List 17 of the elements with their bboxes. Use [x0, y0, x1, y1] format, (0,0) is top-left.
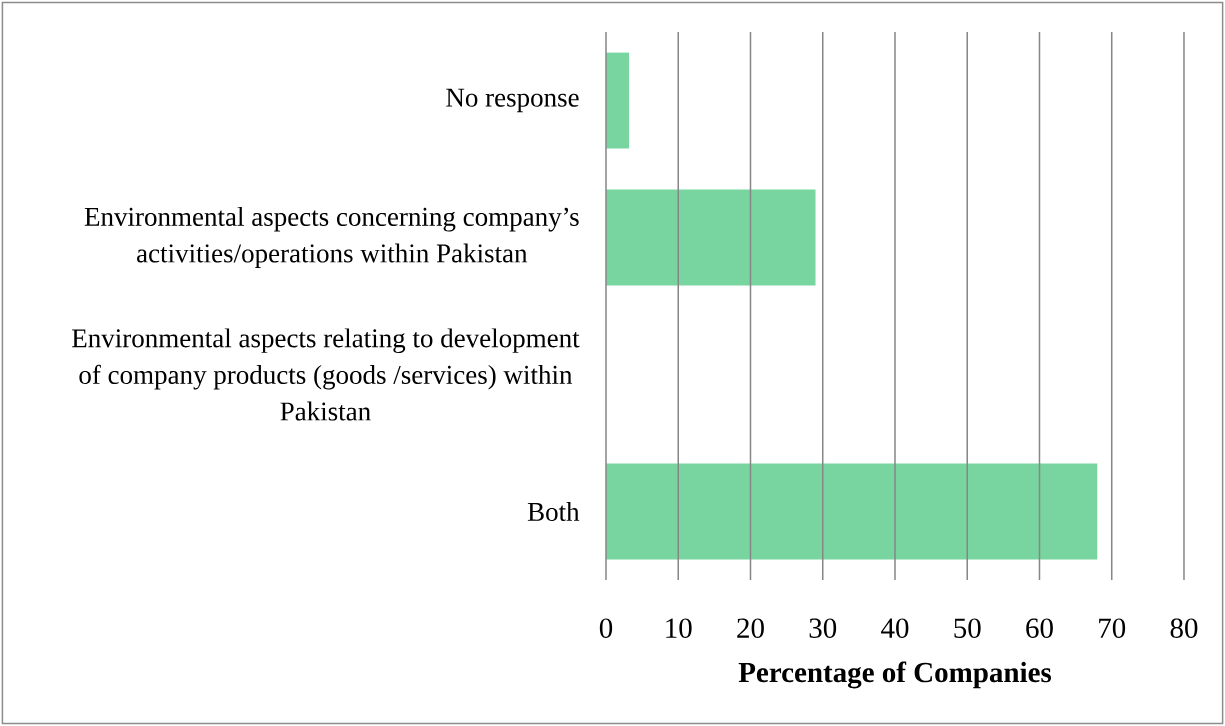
bar	[606, 189, 816, 286]
x-tick-label: 80	[1170, 618, 1198, 638]
x-tick-label: 70	[1099, 618, 1126, 638]
bar	[606, 52, 630, 149]
y-tick-label: No response	[446, 88, 579, 113]
x-tick-label: 20	[737, 618, 764, 638]
x-tick-label: 50	[954, 618, 981, 638]
x-axis-title: Percentage of Companies	[738, 661, 1052, 689]
x-tick-label: 0	[599, 618, 613, 638]
y-tick-label: Environmental aspects concerning company’s activities/operations within Pakistan	[84, 206, 579, 269]
x-tick-label: 40	[881, 618, 909, 638]
x-tick-label: 30	[809, 618, 837, 638]
x-tick-label: 10	[666, 618, 692, 638]
y-tick-label: Both	[527, 502, 580, 521]
x-tick-label: 60	[1026, 618, 1053, 638]
bar	[606, 463, 1098, 560]
y-tick-label: Environmental aspects relating to development of company products (goods /services) within Pakistan	[72, 328, 580, 421]
